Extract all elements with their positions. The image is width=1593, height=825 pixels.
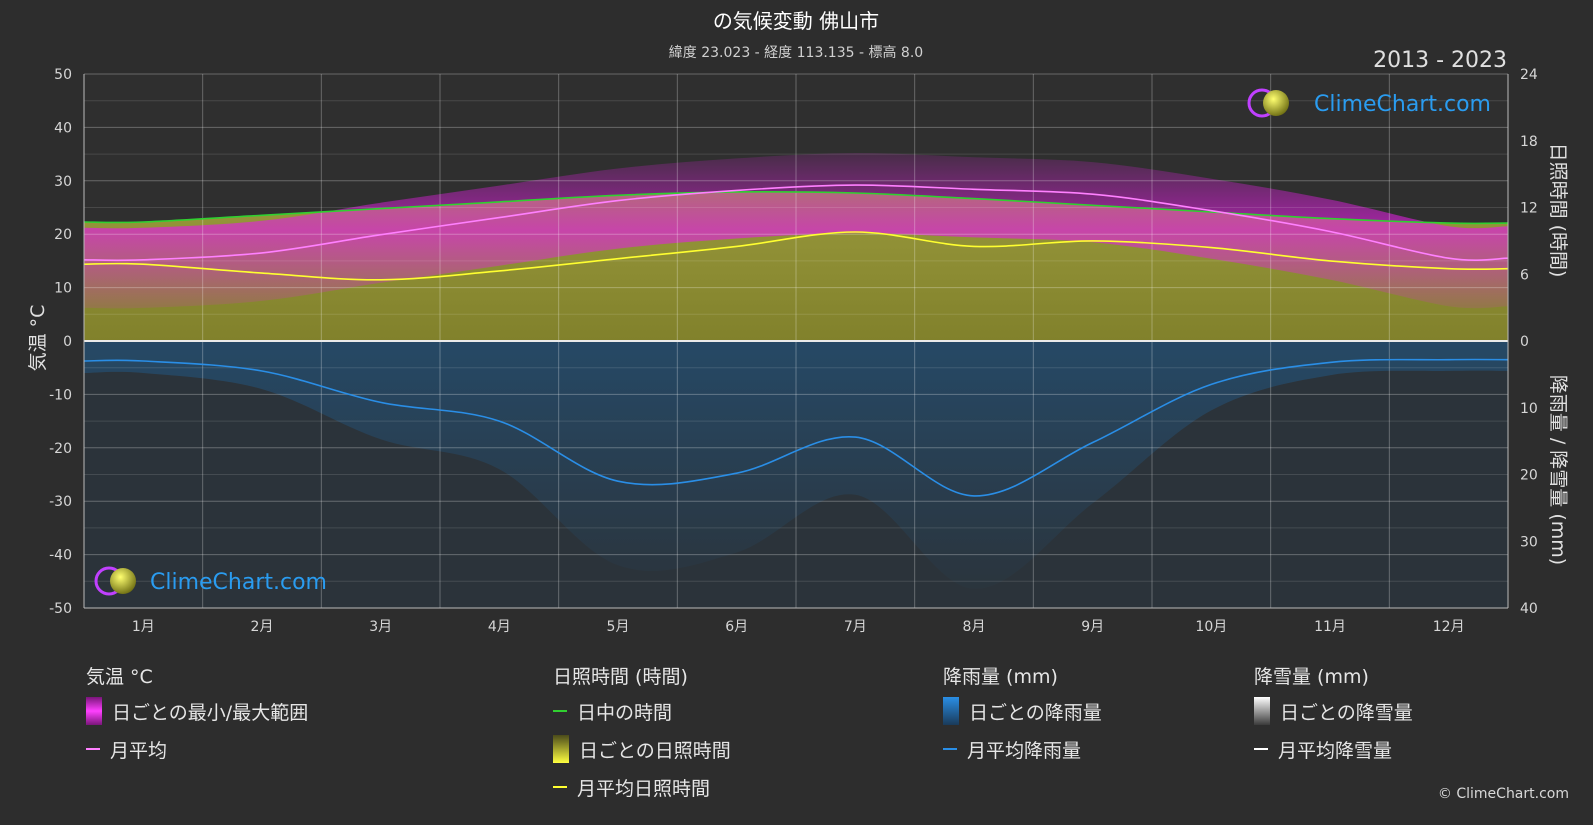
rain-daily-swatch xyxy=(943,697,959,725)
logo-globe-icon xyxy=(1263,90,1289,116)
legend-rain: 降雨量 (mm) 日ごとの降雨量 月平均降雨量 xyxy=(943,662,1102,774)
legend-snow-daily-label: 日ごとの降雪量 xyxy=(1280,701,1413,724)
x-tick-month: 5月 xyxy=(607,619,630,635)
y-tick-right-top: 24 xyxy=(1520,67,1538,83)
brand-logo-bottom: ClimeChart.com xyxy=(94,566,327,596)
legend-daylight: 日中の時間 xyxy=(553,698,731,724)
legend: 気温 °C 日ごとの最小/最大範囲 月平均 日照時間 (時間) 日中の時間 日ご… xyxy=(0,662,1593,812)
y-tick-right-bottom: 40 xyxy=(1520,601,1538,617)
rainfall-avg-line xyxy=(83,358,1509,497)
legend-rain-title: 降雨量 (mm) xyxy=(943,666,1058,688)
x-tick-month: 7月 xyxy=(844,619,867,635)
axis-title-right-top: 日照時間 (時間) xyxy=(1547,143,1569,278)
snow-daily-swatch xyxy=(1254,697,1270,725)
legend-snow: 降雪量 (mm) 日ごとの降雪量 月平均降雪量 xyxy=(1254,662,1413,774)
legend-temp-range-label: 日ごとの最小/最大範囲 xyxy=(112,701,309,724)
logo-globe-icon xyxy=(110,568,136,594)
y-axis-right-bottom-label: 降雨量 / 降雪量 (mm) xyxy=(1547,375,1569,565)
legend-snow-title: 降雪量 (mm) xyxy=(1254,666,1369,688)
sun-daily-swatch xyxy=(553,735,569,763)
temperature-avg-line xyxy=(83,184,1509,262)
legend-temp-range: 日ごとの最小/最大範囲 xyxy=(86,697,309,725)
legend-snow-daily: 日ごとの降雪量 xyxy=(1254,697,1413,725)
legend-sun-avg-label: 月平均日照時間 xyxy=(577,777,711,800)
axis-title-left: 気温 °C xyxy=(27,305,49,372)
legend-sunshine: 日照時間 (時間) 日中の時間 日ごとの日照時間 月平均日照時間 xyxy=(553,662,731,812)
y-tick-right-bottom: 20 xyxy=(1520,468,1538,484)
y-tick-right-bottom: 30 xyxy=(1520,534,1538,550)
daylight-line xyxy=(83,190,1509,225)
grid-lines xyxy=(83,73,1509,609)
legend-temp-avg-label: 月平均 xyxy=(110,739,168,762)
legend-sun-avg: 月平均日照時間 xyxy=(553,774,731,800)
legend-sun-daily: 日ごとの日照時間 xyxy=(553,735,731,763)
copyright-text: © ClimeChart.com xyxy=(1437,786,1569,802)
chart-subtitle: 緯度 23.023 - 経度 113.135 - 標高 8.0 xyxy=(669,44,923,61)
x-tick-month: 10月 xyxy=(1195,619,1227,635)
y-tick-left: -10 xyxy=(49,387,72,403)
legend-rain-avg-label: 月平均降雨量 xyxy=(967,739,1082,762)
x-tick-month: 3月 xyxy=(369,619,392,635)
y-tick-right-top: 0 xyxy=(1520,334,1529,350)
y-tick-left: 20 xyxy=(54,227,72,243)
brand-text-bottom: ClimeChart.com xyxy=(150,570,327,595)
temp-range-swatch xyxy=(86,697,102,725)
legend-temperature: 気温 °C 日ごとの最小/最大範囲 月平均 xyxy=(86,662,308,774)
y-tick-left: 40 xyxy=(54,120,72,136)
legend-sun-title: 日照時間 (時間) xyxy=(553,666,688,688)
axis-title-right-bottom: 降雨量 / 降雪量 (mm) xyxy=(1547,375,1569,565)
legend-temp-title: 気温 °C xyxy=(86,666,153,688)
y-tick-left: -20 xyxy=(49,441,72,457)
axes: 50 40 30 20 10 0 -10 -20 -30 -40 -50 24 18 12 6 0 10 20 30… xyxy=(49,67,1538,635)
x-tick-month: 6月 xyxy=(725,619,748,635)
legend-sun-daily-label: 日ごとの日照時間 xyxy=(579,739,731,762)
temperature-range-band xyxy=(84,152,1508,309)
x-tick-month: 9月 xyxy=(1081,619,1104,635)
legend-snow-avg-label: 月平均降雪量 xyxy=(1278,739,1393,762)
y-tick-right-top: 18 xyxy=(1520,134,1538,150)
legend-snow-avg: 月平均降雪量 xyxy=(1254,736,1413,762)
y-tick-right-top: 6 xyxy=(1520,267,1529,283)
y-tick-left: 50 xyxy=(54,67,72,83)
daylight-swatch xyxy=(553,710,567,712)
y-tick-right-bottom: 10 xyxy=(1520,401,1538,417)
x-tick-month: 8月 xyxy=(963,619,986,635)
sun-avg-swatch xyxy=(553,786,567,788)
y-tick-left: -30 xyxy=(49,494,72,510)
y-tick-left: 10 xyxy=(54,281,72,297)
temp-avg-swatch xyxy=(86,748,100,750)
x-tick-month: 11月 xyxy=(1314,619,1346,635)
brand-text-top: ClimeChart.com xyxy=(1314,92,1491,117)
year-range: 2013 - 2023 xyxy=(1373,48,1507,73)
y-axis-right-top-label: 日照時間 (時間) xyxy=(1547,143,1569,278)
legend-temp-avg: 月平均 xyxy=(86,736,308,762)
x-tick-month: 4月 xyxy=(488,619,511,635)
brand-logo-top: ClimeChart.com xyxy=(1247,88,1491,118)
y-tick-left: -40 xyxy=(49,548,72,564)
y-tick-left: 0 xyxy=(63,334,72,350)
y-tick-left: -50 xyxy=(49,601,72,617)
snow-avg-swatch xyxy=(1254,748,1268,750)
rain-avg-swatch xyxy=(943,748,957,750)
climate-chart: の気候変動 佛山市 緯度 23.023 - 経度 113.135 - 標高 8.… xyxy=(27,9,1569,635)
x-tick-month: 2月 xyxy=(251,619,274,635)
y-axis-left-label: 気温 °C xyxy=(27,305,49,372)
x-tick-month: 12月 xyxy=(1433,619,1465,635)
legend-daylight-label: 日中の時間 xyxy=(577,701,673,724)
y-tick-right-top: 12 xyxy=(1520,201,1538,217)
sunshine-avg-line xyxy=(83,231,1509,281)
series-lines xyxy=(83,184,1509,497)
x-tick-month: 1月 xyxy=(132,619,155,635)
daily-rainfall-band xyxy=(84,341,1508,589)
legend-rain-avg: 月平均降雨量 xyxy=(943,736,1102,762)
chart-title: の気候変動 佛山市 xyxy=(713,9,879,33)
legend-rain-daily-label: 日ごとの降雨量 xyxy=(969,701,1102,724)
y-tick-left: 30 xyxy=(54,174,72,190)
legend-rain-daily: 日ごとの降雨量 xyxy=(943,697,1102,725)
